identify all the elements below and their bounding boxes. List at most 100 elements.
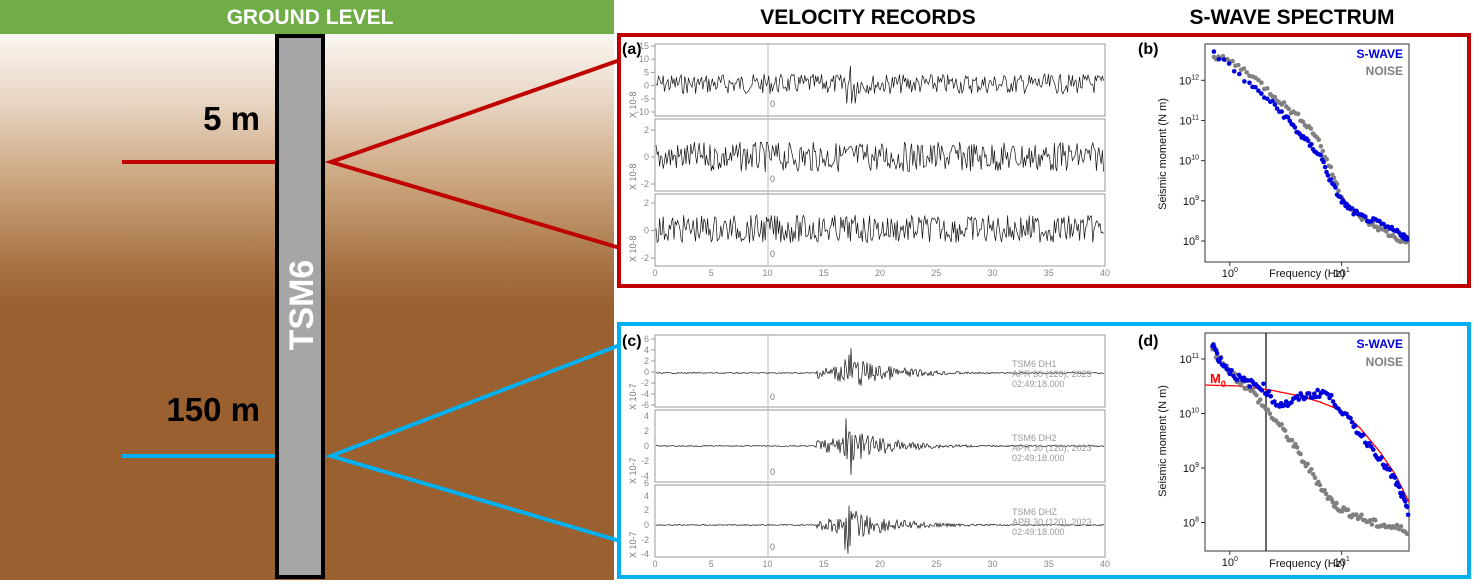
- y-tick-label: 2: [644, 505, 649, 515]
- y-tick-label: 108: [1183, 235, 1199, 248]
- spectrum-point: [1313, 394, 1319, 400]
- x-tick-label: 35: [1044, 559, 1054, 569]
- x-tick-label: 100: [1222, 556, 1238, 569]
- shallow-connector: [324, 58, 621, 250]
- x-tick-label: 30: [987, 268, 997, 278]
- x-tick-label: 10: [762, 268, 772, 278]
- panel-c-scale-2: X 10-7: [628, 457, 638, 484]
- x-tick-label: 40: [1100, 268, 1110, 278]
- spectrum-point: [1294, 393, 1300, 399]
- x-tick-label: 35: [1044, 268, 1054, 278]
- spectrum-point: [1293, 441, 1298, 447]
- panel-c-zero-2: 0: [770, 467, 775, 477]
- panel-d-xlabel: Frequency (Hz): [1269, 558, 1345, 570]
- spectrum-point: [1384, 229, 1389, 234]
- panel-b-xlabel: Frequency (Hz): [1269, 268, 1345, 280]
- y-tick-label: 0: [644, 81, 649, 91]
- spectrum-point: [1337, 194, 1343, 200]
- spectrum-point: [1383, 463, 1389, 469]
- y-tick-label: 0: [644, 226, 649, 236]
- y-tick-label: -2: [641, 456, 649, 466]
- spectrum-point: [1227, 371, 1233, 377]
- panel-b-axes: [1204, 43, 1410, 263]
- y-tick-label: 1012: [1179, 74, 1199, 87]
- panel-d-legend-swave: S-WAVE: [1357, 337, 1403, 351]
- x-tick-label: 20: [875, 559, 885, 569]
- panel-a-scale-2: X 10-8: [628, 163, 638, 190]
- spectrum-point: [1333, 185, 1338, 190]
- panel-c-zero-1: 0: [770, 392, 775, 402]
- y-tick-label: 6: [644, 334, 649, 344]
- x-tick-label: 20: [875, 268, 885, 278]
- panel-d-legend-noise: NOISE: [1366, 355, 1403, 369]
- y-tick-label: 2: [644, 426, 649, 436]
- spectrum-point: [1270, 98, 1275, 104]
- spectrum-point: [1324, 157, 1330, 162]
- spectrum-point: [1320, 148, 1326, 154]
- panel-b: (b) Seismic moment (N m) Frequency (Hz) …: [1138, 41, 1410, 280]
- spectrum-point: [1216, 56, 1222, 62]
- panel-a-scale-3: X 10-8: [628, 235, 638, 262]
- spectrum-point: [1349, 419, 1355, 425]
- spectrum-point: [1257, 397, 1263, 403]
- x-tick-label: 0: [652, 559, 657, 569]
- panel-d-ylabel: Seismic moment (N m): [1157, 385, 1169, 497]
- spectrum-point: [1281, 100, 1287, 105]
- spectrum-point: [1289, 437, 1295, 443]
- spectrum-point: [1250, 387, 1255, 392]
- spectrum-point: [1310, 395, 1315, 400]
- spectrum-point: [1300, 119, 1306, 124]
- spectrum-point: [1231, 69, 1237, 74]
- y-tick-label: 1010: [1179, 155, 1199, 168]
- spectrum-point: [1328, 177, 1334, 182]
- spectrum-point: [1367, 441, 1372, 446]
- spectrum-point: [1292, 125, 1298, 130]
- y-tick-label: 0: [644, 520, 649, 530]
- spectrum-point: [1400, 490, 1405, 496]
- spectrum-point: [1392, 475, 1398, 480]
- panel-c-time-1: 02:49:18.000: [1012, 379, 1065, 389]
- y-tick-label: 1011: [1179, 353, 1199, 366]
- spectrum-point: [1354, 512, 1359, 517]
- spectrum-point: [1242, 79, 1247, 84]
- y-tick-label: 6: [644, 478, 649, 488]
- panel-d-m0-label: M0: [1210, 371, 1226, 389]
- panel-c-scale-3: X 10-7: [628, 531, 638, 558]
- spectrum-point: [1325, 391, 1331, 397]
- spectrum-point: [1345, 507, 1351, 513]
- spectrum-point: [1308, 126, 1314, 131]
- panel-d-axes: [1204, 332, 1410, 552]
- spectrum-point: [1259, 80, 1264, 86]
- spectrum-point: [1264, 392, 1270, 398]
- spectrum-point: [1282, 428, 1288, 433]
- y-tick-label: -4: [641, 471, 649, 481]
- spectrum-point: [1254, 392, 1259, 398]
- panel-c-waveform-2: [655, 418, 1105, 476]
- spectrum-point: [1369, 522, 1375, 527]
- panel-c-date-2: APR 30 (120), 2023: [1012, 443, 1092, 453]
- spectrum-point: [1387, 467, 1393, 473]
- spectrum-point: [1371, 447, 1376, 452]
- panel-c-trace-box-1: [654, 334, 1106, 408]
- panel-c-time-3: 02:49:18.000: [1012, 527, 1065, 537]
- spectrum-point: [1256, 77, 1261, 83]
- spectrum-point: [1322, 164, 1328, 170]
- spectrum-point: [1394, 522, 1400, 528]
- y-tick-label: 2: [644, 356, 649, 366]
- spectrum-point: [1306, 391, 1312, 396]
- spectrum-point: [1309, 142, 1314, 147]
- panel-c-station-3: TSM6 DHZ: [1012, 507, 1058, 517]
- y-tick-label: -2: [641, 535, 649, 545]
- spectrum-point: [1363, 214, 1368, 220]
- panel-c-tag: (c): [622, 333, 642, 350]
- x-tick-label: 101: [1334, 267, 1350, 280]
- spectrum-point: [1405, 512, 1411, 518]
- panel-c-time-2: 02:49:18.000: [1012, 453, 1065, 463]
- y-tick-label: 109: [1183, 462, 1199, 475]
- spectrum-point: [1404, 531, 1410, 537]
- y-tick-label: -2: [641, 179, 649, 189]
- x-tick-label: 0: [652, 268, 657, 278]
- spectrum-point: [1247, 384, 1253, 389]
- spectrum-point: [1237, 71, 1242, 77]
- spectrum-point: [1309, 467, 1314, 472]
